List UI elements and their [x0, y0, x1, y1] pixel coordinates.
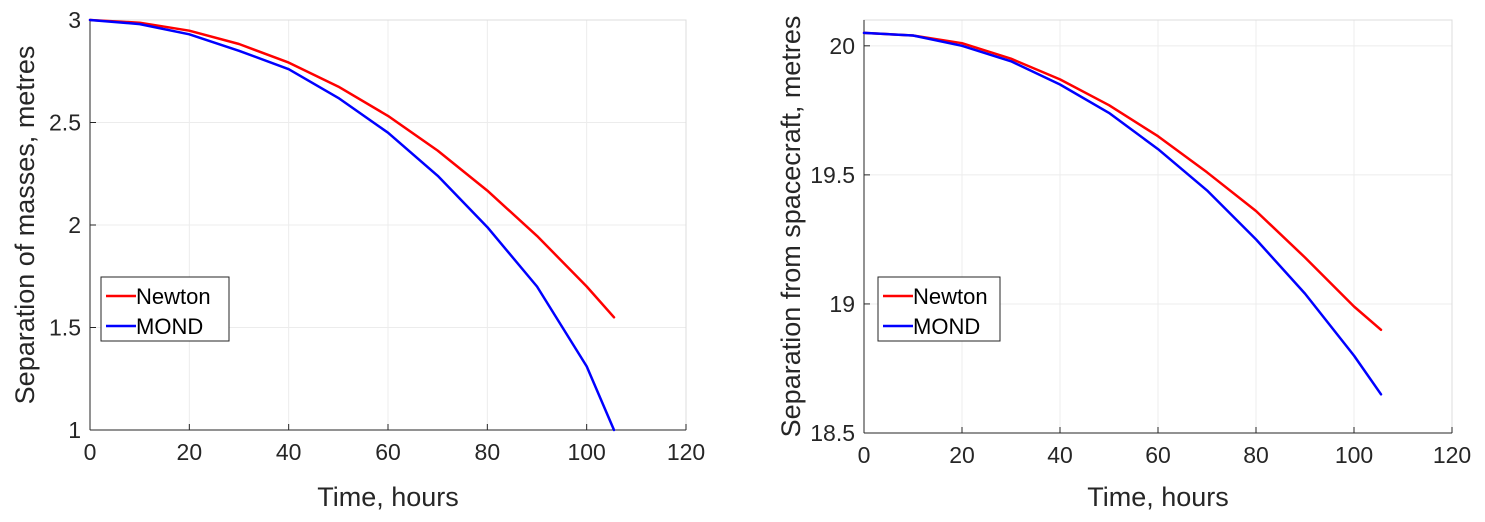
legend-label-mond: MOND: [136, 314, 203, 339]
y-tick-label: 19.5: [810, 162, 855, 188]
x-axis-label: Time, hours: [1087, 482, 1229, 512]
left-plot: 0 20 40 60 80 100 120 1 1.5 2 2.5 3 Time, hours Separ…: [10, 7, 705, 512]
y-axis-label: Separation of masses, metres: [10, 46, 40, 405]
y-tick-label: 3: [68, 7, 81, 33]
series-line-mond: [88, 18, 616, 432]
x-tick-label: 40: [276, 439, 302, 465]
y-tick-label: 19: [829, 291, 855, 317]
y-tick-label: 2: [68, 212, 81, 238]
legend: Newton MOND: [100, 276, 230, 342]
x-tick-label: 100: [1335, 442, 1373, 468]
x-tick-label: 80: [475, 439, 501, 465]
x-tick-label: 20: [177, 439, 203, 465]
x-tick-label: 60: [1145, 442, 1171, 468]
series-line-mond: [862, 31, 1383, 396]
x-tick-label: 40: [1047, 442, 1073, 468]
legend-label-newton: Newton: [913, 284, 988, 309]
x-tick-label: 0: [84, 439, 97, 465]
y-tick-label: 18.5: [810, 420, 855, 446]
x-tick-label: 60: [375, 439, 401, 465]
y-tick-label: 1.5: [49, 315, 81, 341]
x-tick-label: 100: [567, 439, 605, 465]
y-tick-label: 20: [829, 33, 855, 59]
legend: Newton MOND: [877, 276, 1001, 342]
series-line-newton: [862, 31, 1383, 332]
x-tick-label: 120: [1433, 442, 1471, 468]
right-plot: 0 20 40 60 80 100 120 18.5 19 19.5 20 Time, hours Se…: [776, 16, 1471, 512]
series-line-newton: [88, 18, 616, 319]
legend-box: [100, 276, 230, 342]
x-axis-label: Time, hours: [317, 482, 459, 512]
y-axis-label: Separation from spacecraft, metres: [776, 16, 806, 438]
y-tick-label: 1: [68, 417, 81, 443]
x-tick-label: 120: [667, 439, 705, 465]
x-tick-label: 0: [858, 442, 871, 468]
legend-box: [877, 276, 1001, 342]
y-tick-label: 2.5: [49, 110, 81, 136]
x-tick-label: 20: [949, 442, 975, 468]
legend-label-mond: MOND: [913, 314, 980, 339]
legend-label-newton: Newton: [136, 284, 211, 309]
x-tick-label: 80: [1243, 442, 1269, 468]
